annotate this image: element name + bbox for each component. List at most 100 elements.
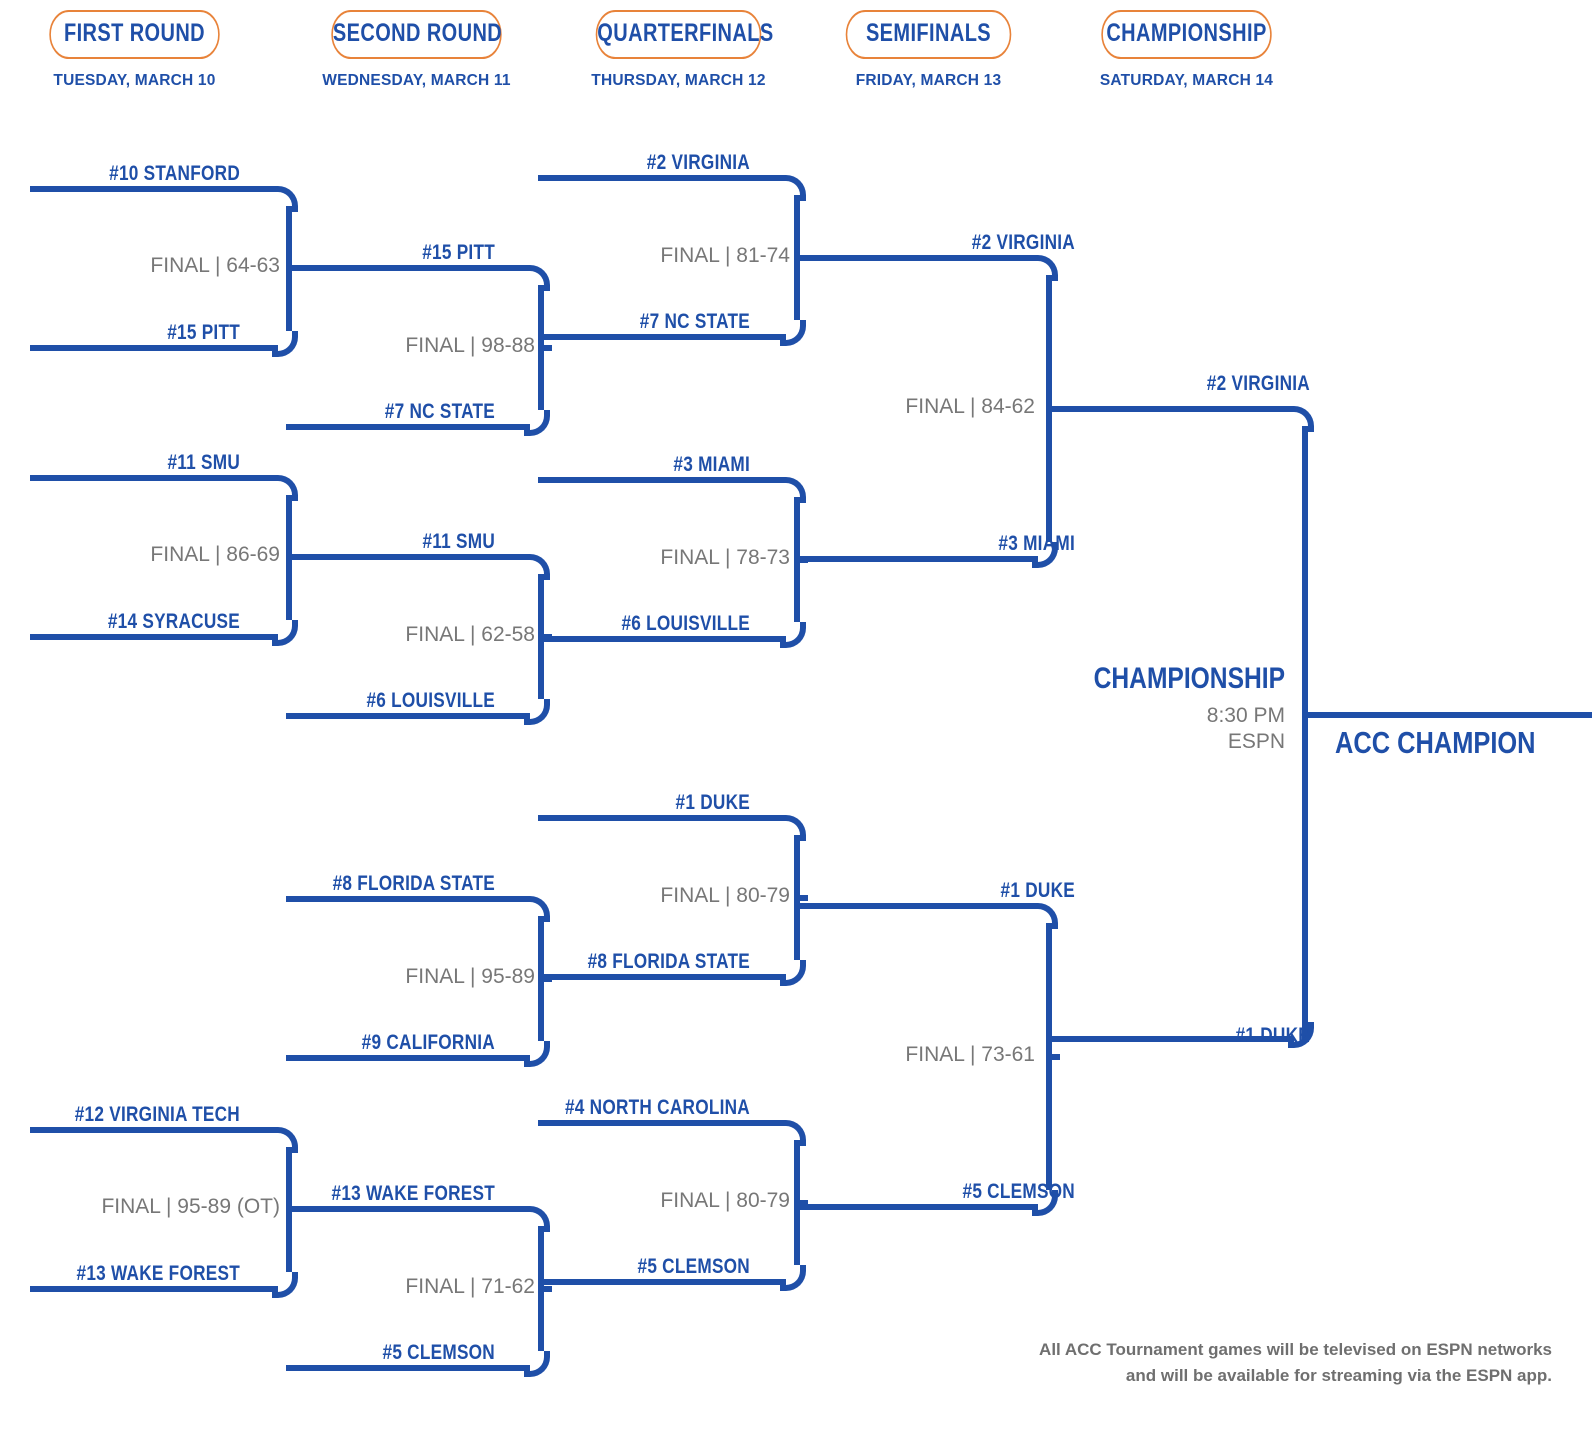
round-header-second: SECOND ROUND WEDNESDAY, MARCH 11 bbox=[310, 10, 523, 90]
acc-champion-label: ACC CHAMPION bbox=[1335, 725, 1536, 760]
bracket-corner bbox=[780, 815, 806, 841]
round-header-quarterfinals: QUARTERFINALS THURSDAY, MARCH 12 bbox=[575, 10, 782, 90]
bracket-line bbox=[30, 345, 278, 351]
bracket-line bbox=[794, 255, 1038, 261]
team-name: #11 SMU bbox=[167, 451, 240, 474]
round-pill-quarterfinals: QUARTERFINALS bbox=[595, 10, 773, 59]
bracket-line bbox=[286, 1206, 530, 1212]
round-date-first: TUESDAY, MARCH 10 bbox=[53, 72, 216, 89]
team-name: #6 LOUISVILLE bbox=[621, 612, 750, 635]
bracket-line bbox=[30, 186, 278, 192]
game-score: FINAL | 71-62 bbox=[405, 1275, 535, 1298]
bracket-line bbox=[538, 345, 552, 351]
bracket-line bbox=[794, 1200, 808, 1206]
round-date-championship: SATURDAY, MARCH 14 bbox=[1099, 72, 1274, 89]
game-score: FINAL | 64-63 bbox=[150, 254, 280, 277]
round-pill-first: FIRST ROUND bbox=[49, 10, 220, 59]
game-score: FINAL | 80-79 bbox=[660, 1189, 790, 1212]
bracket-corner bbox=[780, 960, 806, 986]
bracket-corner bbox=[524, 410, 550, 436]
footer-note-line-1: All ACC Tournament games will be televis… bbox=[1039, 1340, 1552, 1359]
bracket-corner bbox=[780, 477, 806, 503]
championship-time: 8:30 PM bbox=[1206, 704, 1285, 727]
round-header-first: FIRST ROUND TUESDAY, MARCH 10 bbox=[28, 10, 241, 90]
game-score: FINAL | 98-88 bbox=[405, 334, 535, 357]
team-name-championship-bottom: #1 DUKE bbox=[1235, 1024, 1310, 1047]
bracket-line bbox=[794, 903, 1038, 909]
game-score: FINAL | 95-89 bbox=[405, 965, 535, 988]
round-name-quarterfinals: QUARTERFINALS bbox=[597, 19, 774, 47]
bracket-corner bbox=[524, 699, 550, 725]
game-score: FINAL | 95-89 (OT) bbox=[101, 1195, 280, 1218]
round-header-semifinals: SEMIFINALS FRIDAY, MARCH 13 bbox=[825, 10, 1032, 90]
round-pill-second: SECOND ROUND bbox=[331, 10, 503, 59]
bracket-corner bbox=[780, 1265, 806, 1291]
bracket-line bbox=[538, 636, 786, 642]
team-name: #7 NC STATE bbox=[384, 400, 495, 423]
bracket-line bbox=[286, 1055, 530, 1061]
bracket-line bbox=[538, 477, 786, 483]
bracket-corner bbox=[524, 1206, 550, 1232]
team-name: #10 STANFORD bbox=[109, 162, 240, 185]
bracket-line bbox=[30, 634, 278, 640]
bracket-corner bbox=[524, 554, 550, 580]
team-name: #8 FLORIDA STATE bbox=[587, 950, 750, 973]
round-name-championship: CHAMPIONSHIP bbox=[1106, 19, 1267, 47]
round-name-second: SECOND ROUND bbox=[332, 19, 503, 47]
team-name: #1 DUKE bbox=[1000, 879, 1075, 902]
bracket-line bbox=[1046, 1036, 1294, 1042]
bracket-line bbox=[538, 1286, 552, 1292]
bracket-line bbox=[794, 556, 1038, 562]
team-name: #2 VIRGINIA bbox=[646, 151, 750, 174]
bracket-line bbox=[30, 475, 278, 481]
bracket-corner bbox=[524, 1351, 550, 1377]
round-pill-championship: CHAMPIONSHIP bbox=[1101, 10, 1272, 59]
bracket-line bbox=[286, 554, 530, 560]
team-name: #13 WAKE FOREST bbox=[76, 1262, 240, 1285]
game-score: FINAL | 80-79 bbox=[660, 884, 790, 907]
round-header-championship: CHAMPIONSHIP SATURDAY, MARCH 14 bbox=[1080, 10, 1293, 90]
bracket-corner bbox=[780, 622, 806, 648]
team-name: #6 LOUISVILLE bbox=[366, 689, 495, 712]
bracket-corner bbox=[524, 1041, 550, 1067]
bracket-corner bbox=[272, 475, 298, 501]
game-score: FINAL | 78-73 bbox=[660, 546, 790, 569]
team-name: #5 CLEMSON bbox=[382, 1341, 495, 1364]
bracket-corner bbox=[272, 1127, 298, 1153]
bracket-line bbox=[286, 1365, 530, 1371]
bracket-line bbox=[286, 713, 530, 719]
bracket-corner bbox=[272, 1272, 298, 1298]
bracket-corner bbox=[780, 175, 806, 201]
team-name: #5 CLEMSON bbox=[637, 1255, 750, 1278]
team-name: #11 SMU bbox=[422, 530, 495, 553]
bracket-line bbox=[30, 1127, 278, 1133]
game-score: FINAL | 73-61 bbox=[905, 1043, 1035, 1066]
bracket-corner bbox=[1032, 542, 1058, 568]
game-score: FINAL | 86-69 bbox=[150, 543, 280, 566]
bracket-line bbox=[538, 1120, 786, 1126]
bracket-line bbox=[538, 175, 786, 181]
bracket-corner bbox=[1288, 406, 1314, 432]
bracket-line bbox=[538, 815, 786, 821]
team-name: #5 CLEMSON bbox=[962, 1180, 1075, 1203]
bracket-line bbox=[1302, 426, 1308, 1040]
team-name: #14 SYRACUSE bbox=[107, 610, 241, 633]
team-name: #3 MIAMI bbox=[998, 532, 1075, 555]
game-score: FINAL | 81-74 bbox=[660, 244, 790, 267]
team-name: #1 DUKE bbox=[675, 791, 750, 814]
round-pill-semifinals: SEMIFINALS bbox=[845, 10, 1012, 59]
championship-network: ESPN bbox=[1227, 730, 1285, 753]
game-score: FINAL | 62-58 bbox=[405, 623, 535, 646]
bracket-line bbox=[1046, 1054, 1060, 1060]
bracket-line bbox=[286, 896, 530, 902]
bracket-line bbox=[538, 974, 786, 980]
bracket-line bbox=[30, 1286, 278, 1292]
bracket-corner bbox=[1032, 903, 1058, 929]
footer-note: All ACC Tournament games will be televis… bbox=[992, 1337, 1552, 1390]
team-name: #8 FLORIDA STATE bbox=[332, 872, 495, 895]
bracket-corner bbox=[524, 265, 550, 291]
team-name: #4 NORTH CAROLINA bbox=[564, 1096, 750, 1119]
bracket-corner bbox=[780, 1120, 806, 1146]
bracket-corner bbox=[272, 186, 298, 212]
